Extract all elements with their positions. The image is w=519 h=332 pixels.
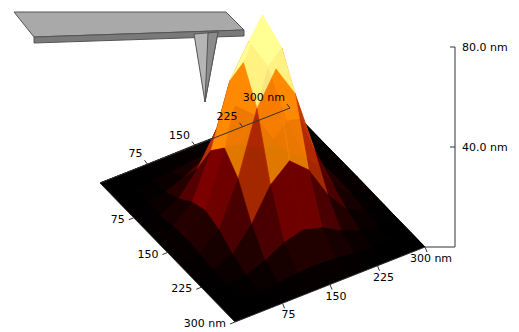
y-tick-label-back: 300 nm (243, 91, 285, 104)
cantilever-tip (194, 32, 218, 102)
y-tick-label: 300 nm (410, 252, 452, 265)
y-tick-label: 225 (373, 271, 394, 284)
cantilever (14, 12, 244, 102)
y-tick-back (240, 123, 243, 127)
x-tick (196, 287, 201, 289)
tick-labels: 40.0 nm 80.0 nm 75 150 225 300 nm 75 150 225 300 … (111, 41, 508, 330)
z-tick (450, 147, 455, 148)
z-tick (450, 47, 455, 48)
floor (100, 108, 425, 322)
y-axis-back (100, 108, 290, 183)
x-axis (100, 183, 235, 322)
x-tick (129, 218, 134, 220)
surface (100, 15, 425, 322)
y-tick-label-back: 150 (169, 129, 190, 142)
z-tick-label: 80.0 nm (462, 41, 508, 54)
surface-cell (222, 300, 255, 322)
y-tick-back (192, 142, 195, 146)
y-tick-label: 75 (282, 308, 296, 321)
z-tick-label: 40.0 nm (462, 141, 508, 154)
y-tick-label: 150 (326, 290, 347, 303)
x-tick-label: 300 nm (184, 317, 226, 330)
y-tick-back (287, 104, 290, 108)
y-tick-back (145, 160, 148, 164)
x-tick-label: 225 (171, 282, 192, 295)
chart: 40.0 nm 80.0 nm 75 150 225 300 nm 75 150 225 300 … (0, 0, 519, 332)
y-tick-label-back: 75 (129, 147, 143, 160)
z-axis-connector (425, 247, 455, 248)
x-tick (163, 253, 168, 255)
x-tick-label: 150 (138, 248, 159, 261)
axes (100, 47, 455, 324)
x-tick (230, 322, 235, 324)
y-axis (235, 247, 425, 322)
y-tick-label-back: 225 (217, 110, 238, 123)
x-tick-label: 75 (111, 213, 125, 226)
cantilever-tip-shade (205, 32, 218, 102)
